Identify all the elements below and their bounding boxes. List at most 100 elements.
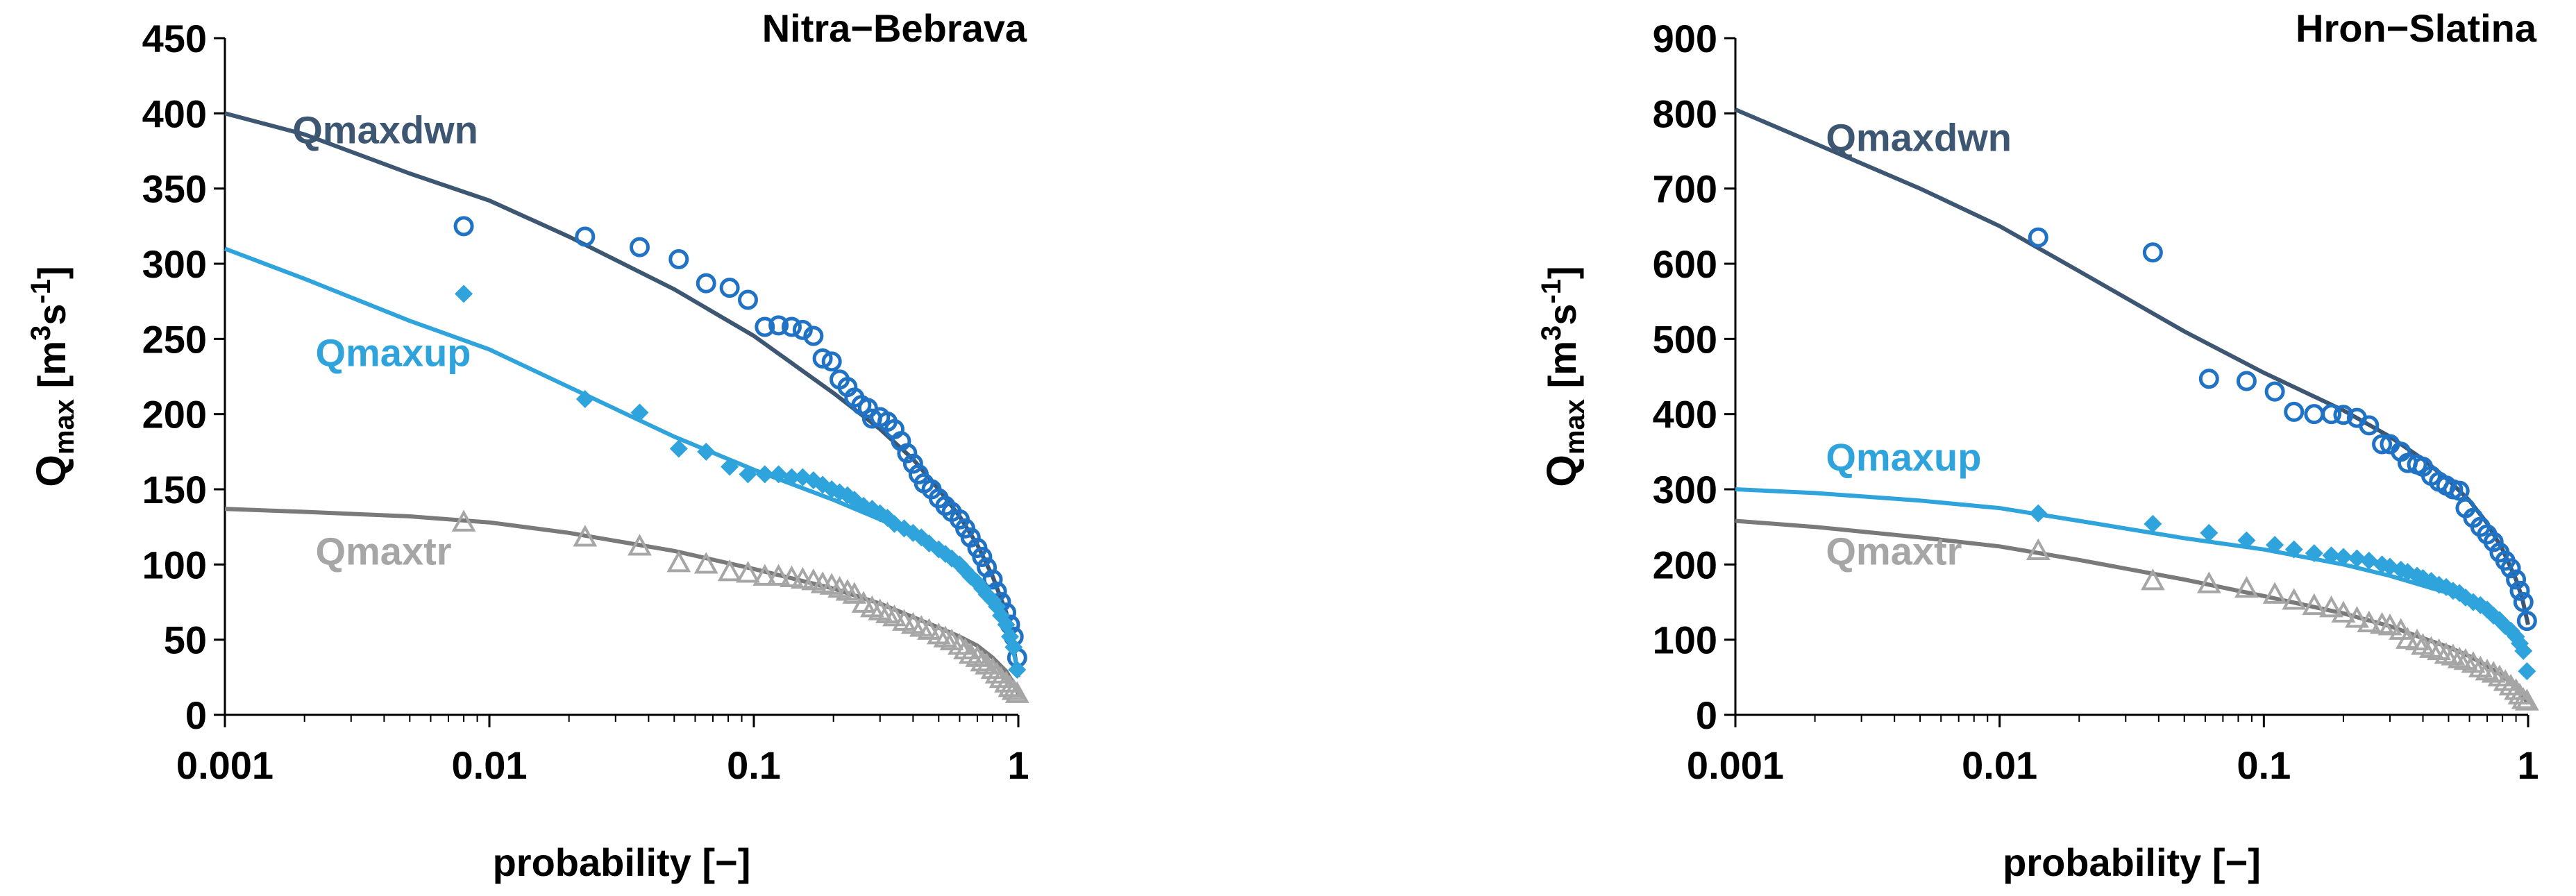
data-point-triangle xyxy=(933,625,958,648)
data-point-triangle xyxy=(451,509,476,532)
data-point-diamond xyxy=(755,465,774,484)
series-qmaxdwn: Qmaxdwn xyxy=(1734,108,2537,632)
data-point-diamond xyxy=(2237,531,2256,550)
y-tick-label: 200 xyxy=(1653,543,1717,586)
y-axis-label-ylabel-unit-pre: [m xyxy=(1540,341,1584,399)
data-point-circle xyxy=(2372,434,2393,455)
y-tick-label: 800 xyxy=(1653,92,1717,135)
data-point-triangle xyxy=(1001,678,1026,700)
y-tick-label: 50 xyxy=(164,618,207,662)
y-tick-label: 450 xyxy=(142,17,207,60)
data-point-triangle xyxy=(693,552,718,574)
y-tick-label: 0 xyxy=(185,693,207,737)
data-point-triangle xyxy=(953,637,977,660)
data-point-diamond xyxy=(1008,661,1027,679)
data-point-circle xyxy=(768,315,789,336)
data-point-triangle xyxy=(2514,688,2539,711)
data-point-triangle xyxy=(882,605,907,627)
x-tick-label: 0.01 xyxy=(1962,743,2037,787)
data-point-circle xyxy=(453,216,474,237)
series-qmaxup: Qmaxup xyxy=(1735,435,2536,681)
series-label-qmaxtr: Qmaxtr xyxy=(315,529,451,573)
data-point-circle xyxy=(2500,558,2521,579)
y-tick-label: 100 xyxy=(142,543,207,586)
data-point-triangle xyxy=(970,650,995,672)
x-axis-label: probability [−] xyxy=(2003,840,2261,884)
data-point-diamond xyxy=(2144,514,2162,533)
data-point-triangle xyxy=(2511,687,2536,709)
data-point-diamond xyxy=(2266,536,2284,555)
data-point-circle xyxy=(2509,580,2530,601)
series-qmaxtr: Qmaxtr xyxy=(224,507,1029,703)
y-axis-label-ylabel-main: Q xyxy=(28,455,74,487)
data-point-triangle xyxy=(2196,571,2221,593)
data-point-circle xyxy=(2506,569,2527,590)
data-point-triangle xyxy=(2441,643,2466,666)
data-point-circle xyxy=(2513,592,2534,612)
series-label-qmaxup: Qmaxup xyxy=(315,330,471,374)
y-tick-label: 500 xyxy=(1653,317,1717,361)
data-point-triangle xyxy=(666,550,691,573)
x-tick-label: 0.001 xyxy=(1687,743,1784,787)
data-point-circle xyxy=(2142,242,2163,263)
data-point-circle xyxy=(2449,480,2470,501)
y-axis-label-ylabel-unit-pre: [m xyxy=(30,341,74,399)
data-point-circle xyxy=(696,273,716,294)
data-point-circle xyxy=(2483,532,2504,552)
x-tick-label: 0.1 xyxy=(2237,743,2291,787)
y-axis-label-ylabel-unit-mid: s xyxy=(30,304,74,326)
data-point-triangle xyxy=(2282,588,2307,610)
chart-title: Hron−Slatina xyxy=(2296,6,2537,50)
data-point-diamond xyxy=(1004,638,1023,657)
y-tick-label: 400 xyxy=(142,92,207,135)
data-point-circle xyxy=(2284,401,2305,422)
data-point-diamond xyxy=(669,439,688,458)
data-point-circle xyxy=(902,453,923,474)
data-point-diamond xyxy=(2029,504,2048,523)
x-tick-label: 0.001 xyxy=(176,743,273,787)
data-point-circle xyxy=(2028,227,2048,248)
data-point-triangle xyxy=(2302,593,2327,616)
data-point-triangle xyxy=(1004,681,1029,703)
data-point-diamond xyxy=(575,390,594,408)
data-point-triangle xyxy=(2262,582,2287,604)
data-point-diamond xyxy=(2322,546,2341,565)
series-qmaxtr: Qmaxtr xyxy=(1735,518,2539,711)
y-axis-label: Qmax [m3s-1] xyxy=(1536,266,1590,487)
data-point-triangle xyxy=(2389,618,2414,640)
y-axis-label-ylabel-unit-sup2: -1 xyxy=(26,279,56,304)
x-tick-label: 1 xyxy=(2517,743,2539,787)
series-curve xyxy=(224,246,1020,673)
data-point-diamond xyxy=(782,468,801,487)
y-axis-label-ylabel-unit-mid: s xyxy=(1540,304,1584,326)
data-point-circle xyxy=(738,289,759,310)
data-point-triangle xyxy=(988,666,1013,688)
y-axis-label-ylabel-unit-post: ] xyxy=(30,266,74,279)
chart-title: Nitra−Bebrava xyxy=(762,6,1027,50)
series-label-qmaxdwn: Qmaxdwn xyxy=(292,108,478,152)
data-point-circle xyxy=(812,348,833,369)
y-axis-label-ylabel-unit-sup2: -1 xyxy=(1536,279,1567,304)
y-tick-label: 300 xyxy=(1653,468,1717,512)
data-point-diamond xyxy=(2359,551,2378,570)
data-point-triangle xyxy=(2357,610,2382,633)
series-curve xyxy=(224,111,1020,678)
series-label-qmaxtr: Qmaxtr xyxy=(1826,529,1962,573)
data-point-diamond xyxy=(2348,549,2366,568)
chart-panel-hron-slatina: 0 100 200 300 400 500 600 700 800 900 0.001 0.01 0.1… xyxy=(1536,6,2539,884)
y-tick-label: 100 xyxy=(1653,618,1717,662)
data-point-triangle xyxy=(717,559,742,582)
data-point-triangle xyxy=(842,582,867,604)
data-point-diamond xyxy=(769,465,788,484)
data-point-triangle xyxy=(780,565,804,588)
data-point-triangle xyxy=(2447,646,2472,669)
y-tick-label: 600 xyxy=(1653,242,1717,286)
y-tick-label: 300 xyxy=(142,242,207,286)
y-axis-label: Qmax [m3s-1] xyxy=(26,266,80,487)
data-point-diamond xyxy=(2518,662,2536,681)
data-point-triangle xyxy=(2498,673,2523,696)
y-tick-label: 150 xyxy=(142,468,207,512)
data-point-triangle xyxy=(736,561,760,583)
data-point-diamond xyxy=(2334,548,2352,566)
data-point-circle xyxy=(972,547,993,567)
